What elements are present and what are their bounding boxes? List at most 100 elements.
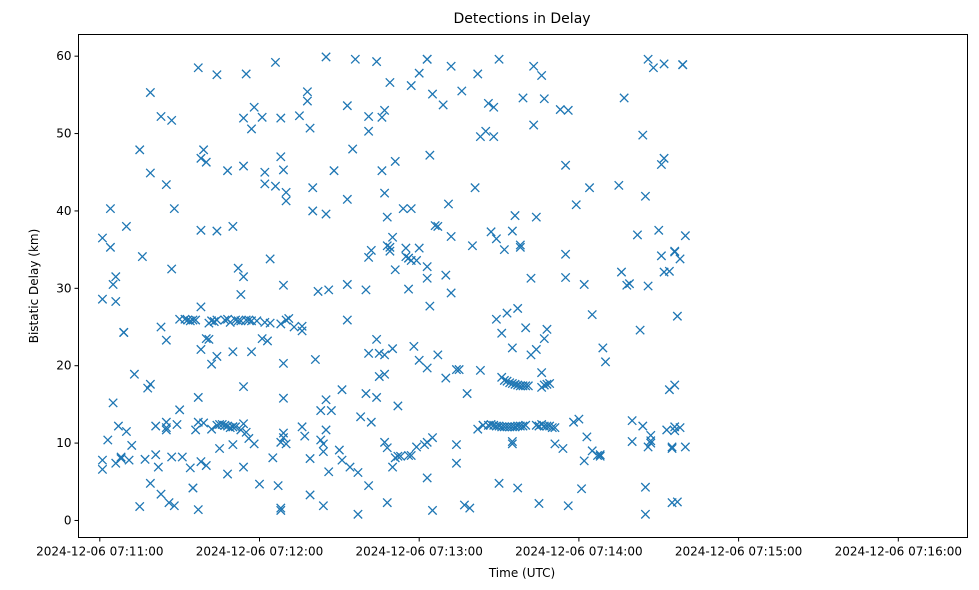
data-point bbox=[238, 381, 249, 392]
data-point bbox=[313, 286, 323, 297]
data-point bbox=[422, 363, 432, 373]
data-point bbox=[281, 439, 291, 449]
x-tick-label: 2024-12-06 07:11:00 bbox=[36, 545, 163, 559]
data-point bbox=[116, 452, 126, 462]
data-point bbox=[201, 460, 211, 471]
y-tick-label: 50 bbox=[56, 127, 71, 141]
data-point bbox=[465, 503, 475, 513]
data-point bbox=[121, 221, 132, 232]
data-point bbox=[353, 467, 363, 478]
data-point bbox=[316, 435, 326, 445]
data-point bbox=[212, 315, 222, 325]
data-point bbox=[576, 484, 587, 494]
data-point bbox=[382, 443, 392, 453]
data-point bbox=[446, 231, 456, 242]
data-point bbox=[198, 145, 209, 155]
data-point bbox=[531, 344, 541, 355]
data-point bbox=[161, 425, 171, 435]
data-point bbox=[257, 333, 267, 344]
data-point bbox=[151, 421, 161, 431]
data-point bbox=[166, 115, 177, 126]
data-point bbox=[521, 420, 531, 430]
data-point bbox=[513, 303, 523, 314]
data-point bbox=[321, 395, 331, 405]
data-point bbox=[385, 242, 395, 252]
data-point bbox=[560, 249, 571, 259]
data-point bbox=[670, 380, 680, 390]
data-point bbox=[406, 203, 416, 214]
data-point bbox=[390, 156, 400, 167]
data-point bbox=[382, 498, 392, 508]
data-point bbox=[241, 69, 251, 79]
data-point bbox=[318, 439, 329, 449]
data-point bbox=[145, 168, 156, 178]
x-tick-label: 2024-12-06 07:15:00 bbox=[675, 545, 802, 559]
data-point bbox=[568, 417, 579, 427]
y-tick-label: 40 bbox=[56, 204, 71, 218]
data-point bbox=[281, 187, 291, 198]
data-point bbox=[289, 322, 299, 332]
data-point bbox=[446, 288, 456, 298]
data-point bbox=[212, 70, 222, 80]
data-point bbox=[643, 281, 653, 291]
data-point bbox=[350, 54, 360, 64]
data-point bbox=[454, 364, 464, 375]
data-point bbox=[502, 376, 512, 386]
data-point bbox=[539, 380, 549, 390]
data-point bbox=[491, 234, 502, 244]
data-point bbox=[560, 272, 571, 283]
data-point bbox=[209, 316, 219, 327]
data-point bbox=[297, 321, 307, 331]
data-point bbox=[595, 451, 605, 461]
data-point bbox=[145, 478, 156, 488]
data-point bbox=[140, 454, 150, 465]
data-point bbox=[433, 350, 443, 360]
data-point bbox=[558, 443, 568, 454]
data-point bbox=[497, 328, 507, 338]
data-point bbox=[680, 231, 691, 241]
data-point bbox=[108, 279, 118, 290]
data-point bbox=[196, 457, 206, 467]
data-point bbox=[393, 401, 403, 411]
data-point bbox=[451, 458, 462, 468]
data-point bbox=[473, 69, 483, 79]
data-point bbox=[379, 350, 390, 360]
data-point bbox=[276, 152, 286, 162]
data-point bbox=[536, 368, 547, 378]
data-point bbox=[145, 379, 156, 389]
data-point bbox=[193, 504, 203, 515]
data-point bbox=[425, 150, 435, 160]
data-point bbox=[108, 398, 118, 408]
data-point bbox=[534, 498, 544, 509]
x-axis-label: Time (UTC) bbox=[488, 566, 555, 580]
data-point bbox=[161, 417, 171, 427]
data-point bbox=[366, 417, 376, 427]
data-point bbox=[441, 270, 451, 280]
data-point bbox=[675, 254, 685, 264]
data-point bbox=[414, 243, 424, 253]
data-point bbox=[137, 251, 148, 262]
data-point bbox=[409, 341, 419, 352]
data-point bbox=[270, 57, 281, 68]
data-point bbox=[193, 392, 203, 403]
data-point bbox=[97, 455, 108, 465]
data-point bbox=[656, 251, 667, 261]
data-point bbox=[321, 425, 331, 435]
data-point bbox=[390, 453, 400, 463]
data-point bbox=[185, 463, 195, 473]
data-point bbox=[281, 315, 291, 325]
data-point bbox=[518, 93, 528, 103]
data-point bbox=[180, 314, 190, 324]
data-point bbox=[276, 437, 286, 447]
data-point bbox=[310, 354, 321, 365]
x-tick-label: 2024-12-06 07:12:00 bbox=[196, 545, 323, 559]
data-point bbox=[528, 61, 539, 71]
data-point bbox=[494, 478, 504, 488]
data-point bbox=[305, 123, 315, 133]
data-point bbox=[579, 456, 589, 466]
data-point bbox=[249, 439, 259, 449]
data-point bbox=[342, 194, 352, 204]
data-point bbox=[646, 438, 656, 448]
data-point bbox=[659, 59, 669, 69]
data-point bbox=[574, 414, 584, 424]
